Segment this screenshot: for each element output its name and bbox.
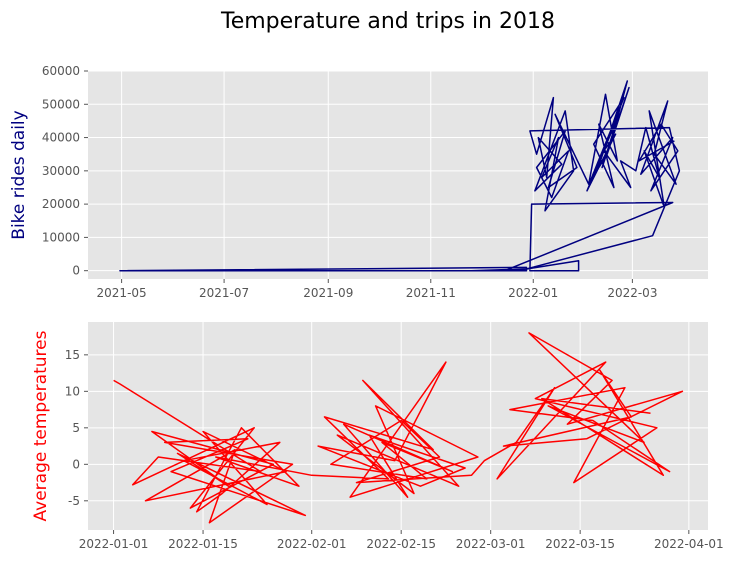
temperature-plot-area [88, 322, 708, 530]
temperature-y-tick-label: 5 [72, 421, 80, 435]
bike-rides-y-tick-labels: 0 10000 20000 30000 40000 50000 60000 [42, 64, 88, 278]
temperature-x-tick-label: 2022-02-01 [277, 537, 347, 551]
temperature-x-tick-label: 2022-03-15 [545, 537, 615, 551]
temperature-series [113, 332, 684, 524]
bike-rides-y-tick-label: 20000 [42, 197, 80, 211]
temperature-x-tick-labels: 2022-01-01 2022-01-15 2022-02-01 2022-02-15… [79, 530, 724, 551]
bike-rides-y-tick-label: 30000 [42, 164, 80, 178]
bike-rides-x-tick-label: 2022-01 [508, 286, 558, 300]
temperature-y-axis-label: Average temperatures [31, 330, 51, 521]
temperature-x-tick-label: 2022-04-01 [654, 537, 724, 551]
bike-rides-axes: 2021-05 2021-07 2021-09 2021-11 2022-01 2022-… [9, 64, 708, 300]
temperature-x-tick-label: 2022-01-01 [79, 537, 149, 551]
bike-rides-x-tick-label: 2021-09 [303, 286, 353, 300]
temperature-y-tick-label: 10 [65, 384, 80, 398]
bike-rides-y-tick-label: 0 [72, 264, 80, 278]
temperature-series-line [113, 332, 684, 524]
temperature-x-tick-label: 2022-01-15 [168, 537, 238, 551]
bike-rides-y-tick-label: 50000 [42, 97, 80, 111]
temperature-x-tick-label: 2022-03-01 [456, 537, 526, 551]
bike-rides-x-tick-labels: 2021-05 2021-07 2021-09 2021-11 2022-01 2022-… [97, 279, 657, 300]
temperature-x-tick-label: 2022-02-15 [366, 537, 436, 551]
bike-rides-y-tick-label: 10000 [42, 230, 80, 244]
temperature-y-tick-label: -5 [68, 494, 80, 508]
figure-title: Temperature and trips in 2018 [220, 9, 555, 34]
bike-rides-x-tick-label: 2022-03 [607, 286, 657, 300]
temperature-y-tick-label: 15 [65, 348, 80, 362]
temperature-y-tick-labels: -5 0 5 10 15 [65, 348, 88, 508]
bike-rides-x-tick-label: 2021-11 [406, 286, 456, 300]
bike-rides-y-axis-label: Bike rides daily [9, 110, 29, 239]
bike-rides-x-tick-label: 2021-05 [97, 286, 147, 300]
bike-rides-x-tick-label: 2021-07 [199, 286, 249, 300]
bike-rides-y-tick-label: 40000 [42, 131, 80, 145]
temperature-y-tick-label: 0 [72, 457, 80, 471]
bike-rides-y-tick-label: 60000 [42, 64, 80, 78]
bike-rides-plot-area [88, 71, 708, 279]
temperature-axes: 2022-01-01 2022-01-15 2022-02-01 2022-02-15… [31, 322, 724, 551]
bike-rides-series-line [119, 80, 681, 272]
bike-rides-series [119, 80, 681, 272]
